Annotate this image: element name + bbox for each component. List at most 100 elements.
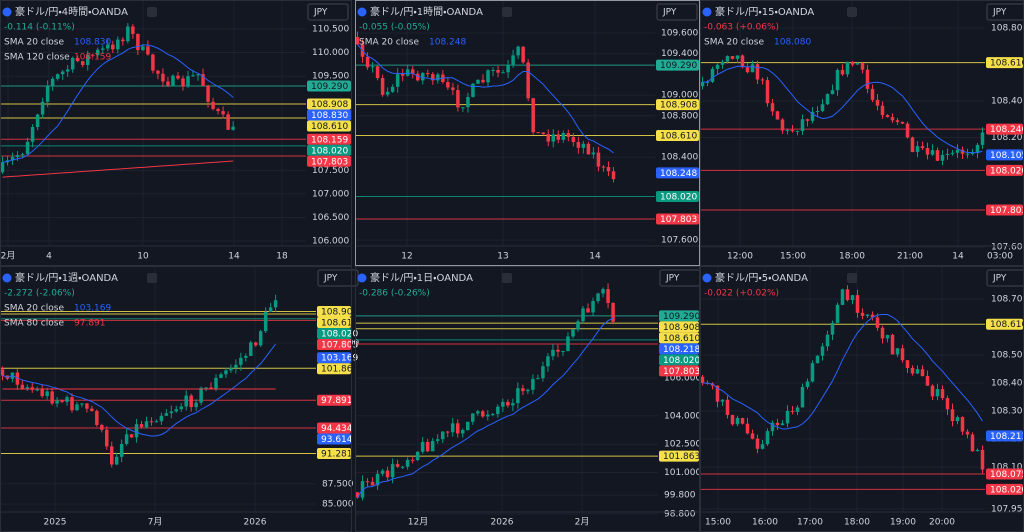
candle-body: [111, 44, 115, 50]
candle-body: [491, 414, 495, 416]
currency-box[interactable]: [656, 3, 698, 21]
candle-body: [511, 403, 515, 406]
candle-body: [114, 456, 119, 465]
candle-body: [740, 417, 745, 424]
candle-body: [975, 449, 980, 452]
x-tick-label: 7月: [148, 517, 163, 528]
y-tick-label: 99.800: [664, 491, 696, 501]
chart-panel[interactable]: 109.600 109.400 109.000 108.800 108.400 107.8…: [355, 0, 700, 266]
candle-body: [420, 442, 425, 452]
price-tag: [656, 213, 699, 225]
currency-box[interactable]: [307, 3, 349, 21]
price-tag-label: 108.159: [311, 135, 348, 145]
candle-body: [186, 76, 190, 87]
candle-body: [70, 397, 74, 411]
collapse-button[interactable]: [147, 273, 157, 283]
price-tag: [307, 133, 351, 145]
candle-body: [965, 153, 970, 155]
candle-body: [65, 397, 69, 402]
candle-body: [80, 403, 84, 405]
candle-body: [591, 152, 596, 155]
candle-body: [875, 99, 880, 106]
candle-body: [139, 424, 144, 428]
y-tick-label: 109.000: [661, 91, 698, 101]
candle-body: [201, 74, 205, 86]
candle-body: [980, 449, 985, 470]
candle-body: [55, 74, 60, 79]
candle-body: [80, 61, 85, 66]
panel-border: [355, 0, 700, 266]
candle-body: [466, 97, 470, 108]
symbol-title: 豪ドル/円・15・OANDA: [715, 5, 814, 18]
chart-panel[interactable]: 110.500 110.000 109.500 107.500 107.000 106.5…: [0, 0, 352, 266]
x-tick-label: 2月: [575, 517, 590, 528]
candle-body: [385, 470, 390, 478]
price-tag: [656, 99, 699, 111]
candle-body: [830, 322, 835, 335]
candle-body: [900, 348, 905, 361]
candle-body: [456, 90, 460, 108]
collapse-button[interactable]: [502, 273, 512, 283]
currency-box[interactable]: [986, 3, 1024, 21]
candle-body: [40, 389, 44, 397]
collapse-button[interactable]: [502, 7, 512, 17]
chart-panel[interactable]: 105.00087.50085.000108.908108.610108.020…: [0, 266, 359, 532]
collapse-button[interactable]: [847, 273, 857, 283]
indicator-value: 108.830: [74, 38, 111, 48]
price-tag-label: 108.218: [663, 345, 700, 355]
candle-body: [154, 421, 159, 423]
x-tick-label: 13: [497, 252, 508, 262]
symbol-title: 豪ドル/円・1週・OANDA: [15, 271, 118, 284]
price-tag: [307, 144, 351, 156]
collapse-button[interactable]: [847, 7, 857, 17]
price-tag: [317, 352, 351, 364]
chart-panel[interactable]: 108.800 108.400 108.200 107.600 108.610 108.2…: [700, 0, 1024, 266]
candle-body: [481, 411, 485, 417]
candle-body: [126, 26, 130, 42]
candle-body: [421, 73, 425, 81]
collapse-button[interactable]: [147, 7, 157, 17]
candle-body: [206, 85, 210, 102]
currency-box[interactable]: [986, 269, 1024, 287]
symbol-icon: [702, 273, 712, 283]
candle-body: [121, 39, 125, 42]
price-tag: [656, 167, 699, 179]
candle-body: [581, 143, 586, 148]
price-tag: [317, 339, 351, 351]
candle-body: [521, 46, 525, 63]
candle-body: [910, 137, 915, 152]
candle-body: [405, 459, 410, 467]
candle-body: [775, 422, 780, 426]
x-tick-label: 12:00: [727, 252, 753, 262]
y-tick-label: 108.100: [991, 463, 1024, 473]
price-tag: [986, 468, 1023, 480]
candle-body: [415, 73, 420, 81]
chart-panel[interactable]: 108.700108.500108.400108.300108.200108.1…: [700, 266, 1024, 532]
candle-body: [755, 438, 760, 449]
change: -0.055 (-0.05%): [359, 23, 430, 33]
candle-body: [785, 129, 790, 131]
candle-body: [730, 56, 735, 59]
y-tick-label: 106.000: [664, 374, 701, 384]
price-tag-label: 108.610: [660, 131, 697, 141]
price-tag: [317, 433, 351, 445]
candle-body: [75, 404, 79, 411]
chart-panel[interactable]: 106.000 104.000 102.500 101.000 99.800 98.800…: [355, 266, 701, 532]
candle-body: [601, 166, 606, 168]
price-tag: [317, 306, 351, 318]
price-tag-label: 108.830: [311, 111, 348, 121]
candle-body: [471, 83, 475, 98]
price-tag-label: 108.020: [990, 166, 1024, 176]
indicator-value: 108.159: [74, 53, 111, 63]
candle-body: [865, 69, 870, 89]
candle-body: [55, 400, 59, 404]
candle-body: [380, 77, 385, 95]
candle-body: [950, 152, 955, 154]
candle-body: [765, 80, 770, 104]
candle-body: [124, 434, 129, 444]
candle-body: [370, 66, 375, 68]
candle-body: [815, 110, 820, 113]
y-tick-label: 110.500: [312, 25, 349, 35]
price-tag: [986, 204, 1023, 216]
